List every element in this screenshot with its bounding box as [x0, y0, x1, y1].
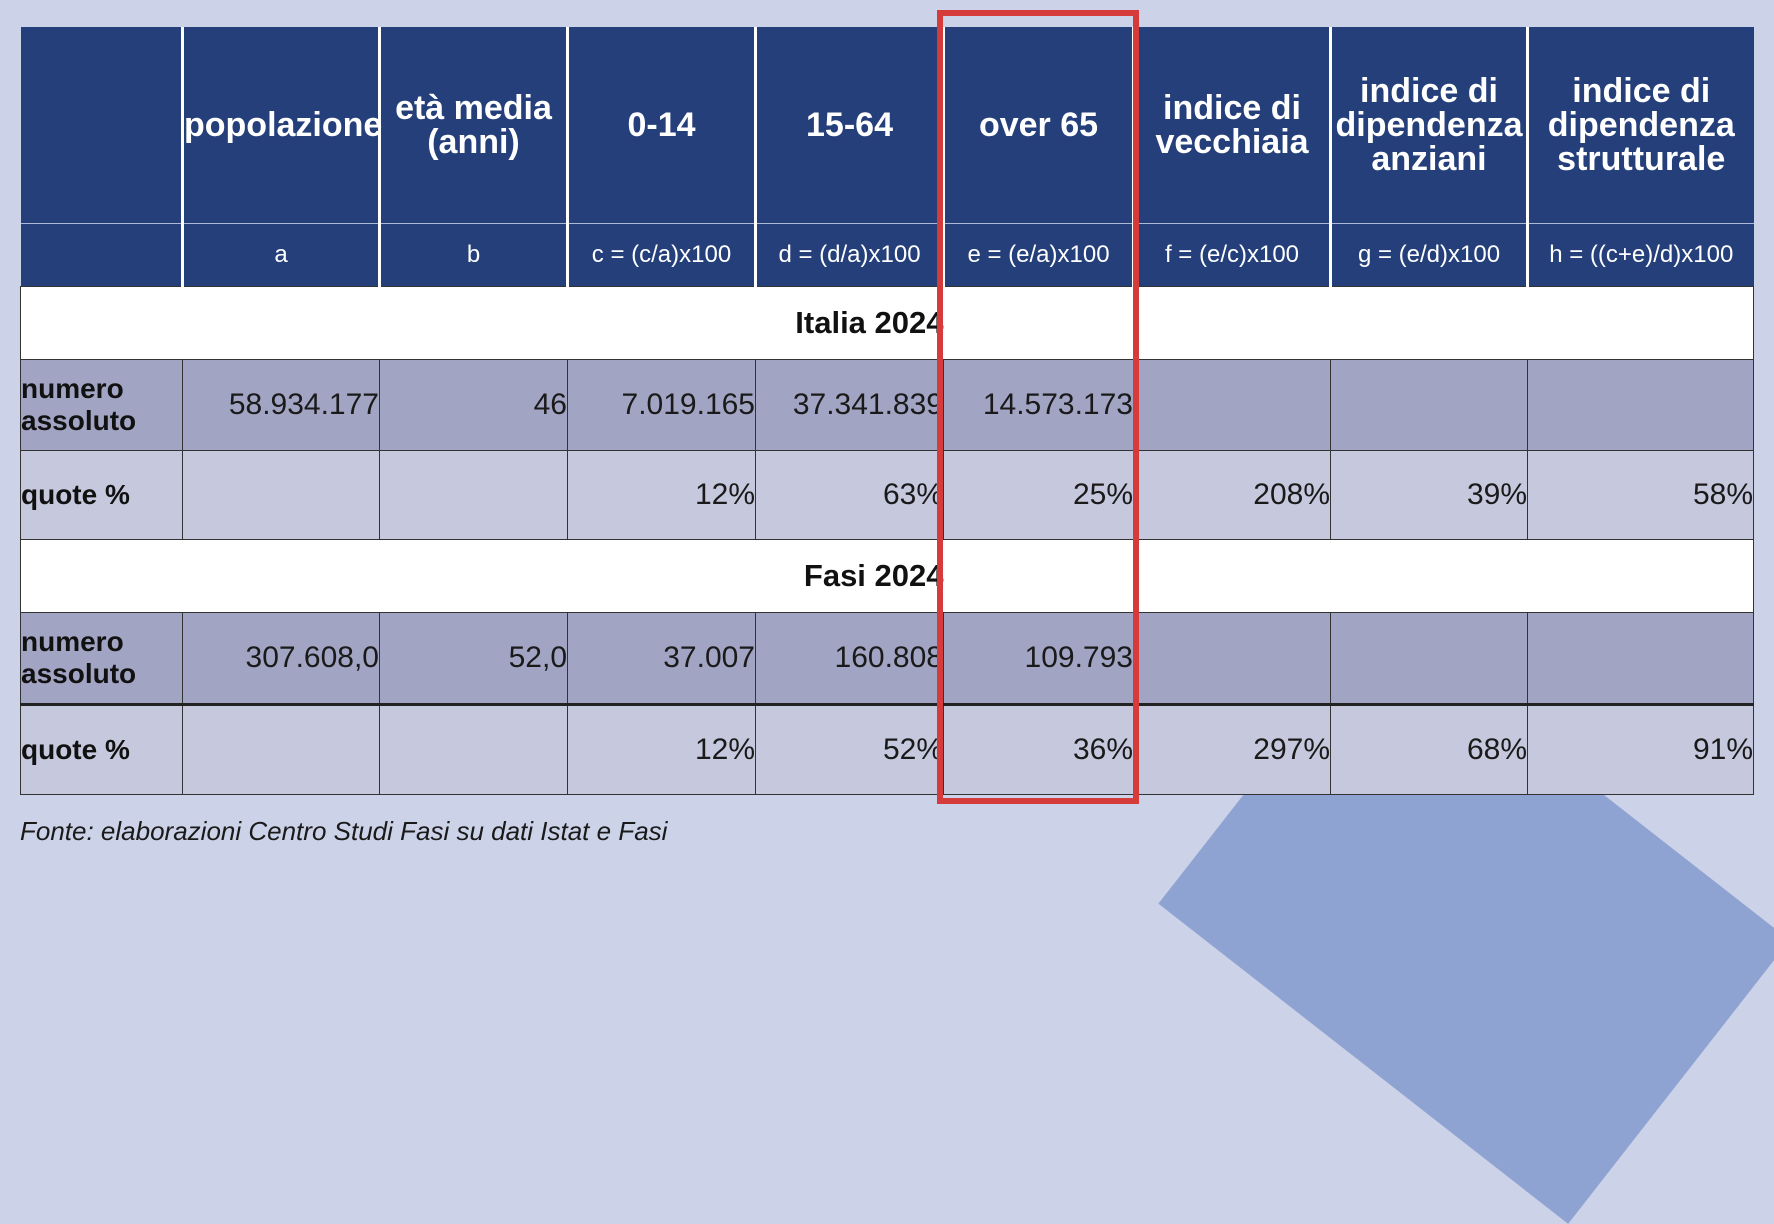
column-header: indice di dipendenza anziani: [1329, 27, 1529, 224]
table-cell: 68%: [1330, 703, 1528, 795]
column-header: 0-14: [566, 27, 757, 224]
table-cell: 63%: [755, 450, 944, 540]
table-cell: [1133, 359, 1331, 451]
table-cell: 25%: [943, 450, 1134, 540]
column-formula: h = ((c+e)/d)x100: [1526, 223, 1754, 287]
source-note: Fonte: elaborazioni Centro Studi Fasi su…: [20, 816, 668, 846]
column-formula: f = (e/c)x100: [1132, 223, 1332, 287]
table-cell: 58.934.177: [182, 359, 380, 451]
table-cell: 7.019.165: [567, 359, 756, 451]
table-cell: 160.808: [755, 612, 944, 705]
table-cell: 109.793: [943, 612, 1134, 705]
table-cell: [379, 703, 568, 795]
column-formula: e = (e/a)x100: [942, 223, 1135, 287]
table-cell: [1527, 359, 1754, 451]
formula-row: a b c = (c/a)x100 d = (d/a)x100 e = (e/a…: [20, 223, 1754, 287]
table-cell: [1330, 359, 1528, 451]
column-header: indice di dipendenza strutturale: [1526, 27, 1754, 224]
section-title-row: Fasi 2024: [20, 539, 1754, 613]
column-formula: [20, 223, 184, 287]
section-title: Italia 2024: [20, 286, 944, 360]
row-label: numero assoluto: [20, 359, 183, 451]
table-row: numero assoluto 307.608,0 52,0 37.007 16…: [20, 612, 1754, 705]
row-label: quote %: [20, 450, 183, 540]
table-cell: 37.007: [567, 612, 756, 705]
column-header: indice di vecchiaia: [1132, 27, 1332, 224]
section-title-filler: [943, 286, 1754, 360]
column-formula: a: [181, 223, 381, 287]
table-cell: 37.341.839: [755, 359, 944, 451]
table-cell: 52%: [755, 703, 944, 795]
table-cell: [182, 703, 380, 795]
row-label: numero assoluto: [20, 612, 183, 705]
column-header: popolazione: [181, 27, 382, 224]
table-row: numero assoluto 58.934.177 46 7.019.165 …: [20, 359, 1754, 451]
column-header: età media (anni): [378, 27, 569, 224]
table-cell: 52,0: [379, 612, 568, 705]
table-cell: 12%: [567, 703, 756, 795]
table-cell: 12%: [567, 450, 756, 540]
table-cell: 91%: [1527, 703, 1754, 795]
table-cell: 208%: [1133, 450, 1331, 540]
table-row: quote % 12% 63% 25% 208% 39% 58%: [20, 450, 1754, 540]
section-title-filler: [943, 539, 1754, 613]
table-cell: 39%: [1330, 450, 1528, 540]
table-cell: [379, 450, 568, 540]
header-row: popolazione età media (anni) 0-14 15-64 …: [20, 27, 1754, 224]
table-cell: 297%: [1133, 703, 1331, 795]
column-header: 15-64: [754, 27, 945, 224]
table-cell: 58%: [1527, 450, 1754, 540]
table-row: quote % 12% 52% 36% 297% 68% 91%: [20, 703, 1754, 795]
section-title-row: Italia 2024: [20, 286, 1754, 360]
table-cell: 36%: [943, 703, 1134, 795]
column-formula: g = (e/d)x100: [1329, 223, 1529, 287]
table-cell: [182, 450, 380, 540]
table-cell: [1133, 612, 1331, 705]
table-cell: [1527, 612, 1754, 705]
table-cell: 307.608,0: [182, 612, 380, 705]
column-formula: b: [378, 223, 569, 287]
section-title: Fasi 2024: [20, 539, 944, 613]
column-header: over 65: [942, 27, 1135, 224]
column-formula: d = (d/a)x100: [754, 223, 945, 287]
table-cell: 14.573.173: [943, 359, 1134, 451]
table-cell: 46: [379, 359, 568, 451]
table-cell: [1330, 612, 1528, 705]
row-label: quote %: [20, 703, 183, 795]
column-formula: c = (c/a)x100: [566, 223, 757, 287]
column-header: [20, 27, 184, 224]
demographics-table: popolazione età media (anni) 0-14 15-64 …: [20, 27, 1754, 795]
